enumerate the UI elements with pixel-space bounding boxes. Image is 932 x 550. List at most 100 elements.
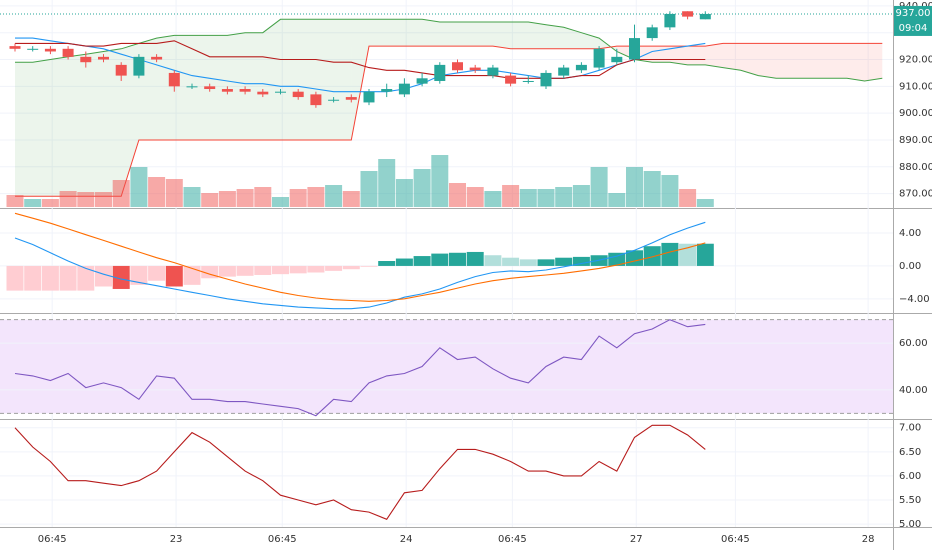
candle-body <box>44 48 56 52</box>
cloud-fill <box>85 51 104 197</box>
volume-bar <box>236 189 254 207</box>
y-tick-label: 920.00 <box>899 55 932 66</box>
candle-body <box>416 78 428 84</box>
volume-bar <box>378 159 396 207</box>
candle-body <box>275 91 286 93</box>
cloud-span-a <box>15 18 883 82</box>
cloud-fill <box>510 21 529 49</box>
y-tick-label: 900.00 <box>899 108 932 119</box>
cloud-fill <box>386 19 405 47</box>
volume-bar <box>590 167 608 207</box>
cloud-fill <box>121 43 139 197</box>
candle-body <box>363 91 375 103</box>
volume-bar <box>679 189 697 207</box>
histogram-bar <box>449 252 466 266</box>
cloud-fill <box>776 43 794 79</box>
cloud-fill <box>404 19 423 47</box>
histogram-bar <box>148 265 166 281</box>
volume-bar <box>395 179 413 207</box>
line <box>14 424 706 520</box>
cloud-fill <box>563 27 582 49</box>
candle-body <box>381 89 393 92</box>
cloud-fill <box>351 19 369 140</box>
cloud-fill <box>475 21 493 47</box>
candle-body <box>310 94 322 106</box>
y-tick-label: 40.00 <box>899 385 928 396</box>
x-tick-label: 28 <box>862 534 875 545</box>
histogram-bar <box>272 265 289 275</box>
cloud-fill <box>669 46 688 65</box>
histogram-bar <box>572 256 590 266</box>
volume-bar <box>484 191 502 207</box>
cloud-fill <box>280 19 299 140</box>
candle-body <box>292 91 304 98</box>
x-tick-label: 27 <box>630 534 643 545</box>
volume-bar <box>201 193 219 207</box>
candle-body <box>204 86 216 90</box>
histogram-bar <box>661 242 679 266</box>
cloud-fill <box>50 56 69 197</box>
candle-body <box>593 48 605 68</box>
volume-bar <box>413 169 431 207</box>
y-tick-label: 6.50 <box>899 447 921 458</box>
cloud-fill <box>793 43 812 79</box>
candle-body <box>699 13 711 20</box>
cloud-fill <box>68 54 86 197</box>
histogram-bar <box>502 257 520 266</box>
histogram-bar <box>608 252 626 266</box>
volume-bar <box>537 189 555 207</box>
candle-body <box>522 80 534 82</box>
candle-body <box>9 46 21 49</box>
volume-bar <box>148 177 166 207</box>
volume-bar <box>272 197 289 207</box>
candle-body <box>575 64 587 71</box>
histogram-bar <box>218 265 236 277</box>
histogram-bar <box>537 259 555 266</box>
volume-bar <box>307 187 325 207</box>
histogram-bar <box>325 265 343 271</box>
volume-bar <box>289 189 307 207</box>
candle-body <box>611 56 623 63</box>
cloud-fill <box>723 43 741 71</box>
volume-bar <box>449 183 466 207</box>
x-tick-label: 23 <box>170 534 183 545</box>
cloud-fill <box>262 19 281 140</box>
histogram-bar <box>236 265 254 276</box>
histogram-bar <box>431 253 449 266</box>
cloud-fill <box>546 24 564 49</box>
volume-bar <box>95 192 112 207</box>
candle-body <box>186 86 198 88</box>
histogram-bar <box>59 265 77 291</box>
cloud-fill <box>740 43 759 76</box>
cloud-fill <box>422 19 440 47</box>
candle-body <box>487 67 499 76</box>
countdown: 09:04 <box>899 23 928 34</box>
cloud-fill <box>15 62 33 197</box>
volume-bar <box>59 191 77 207</box>
histogram-bar <box>679 243 697 266</box>
histogram-bar <box>112 265 130 289</box>
candle-body <box>558 67 570 76</box>
y-tick-label: 880.00 <box>899 162 932 173</box>
cloud-fill <box>652 46 670 63</box>
volume-bar <box>555 187 573 207</box>
y-tick-label: 6.00 <box>899 471 921 482</box>
candle-body <box>505 75 517 84</box>
cloud-fill <box>811 43 830 79</box>
y-tick-label: 5.50 <box>899 495 921 506</box>
cloud-fill <box>687 46 706 65</box>
y-tick-label: 4.00 <box>899 228 921 239</box>
candle-body <box>682 11 694 17</box>
cloud-fill <box>846 43 865 81</box>
cloud-fill <box>156 35 175 140</box>
histogram-bar <box>413 256 431 266</box>
volume-bar <box>183 187 201 207</box>
histogram-bar <box>77 265 95 291</box>
cloud-fill <box>439 21 458 47</box>
candle-body <box>629 38 640 60</box>
y-tick-label: 0.00 <box>899 261 921 272</box>
band-fill <box>0 319 893 414</box>
histogram-bar <box>130 265 148 285</box>
candle-body <box>345 97 357 100</box>
histogram-bar <box>696 243 714 266</box>
